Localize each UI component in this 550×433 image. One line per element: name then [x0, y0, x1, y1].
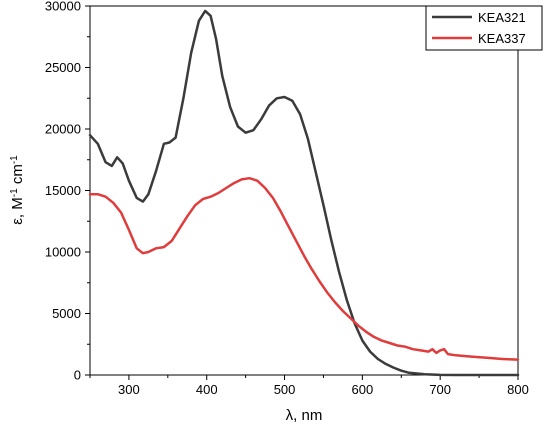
- legend-box: [425, 5, 543, 51]
- plot-frame: [89, 5, 519, 376]
- x-tick-label: 300: [118, 382, 140, 397]
- y-tick-label: 25000: [45, 60, 81, 75]
- y-axis-title-exp2: -1: [9, 155, 20, 164]
- y-axis-title-prefix: ε, M: [9, 197, 26, 225]
- x-tick-label: 600: [352, 382, 374, 397]
- series-layer: [88, 9, 520, 377]
- legend: KEA321 KEA337: [425, 5, 543, 51]
- x-tick-label: 400: [196, 382, 218, 397]
- x-tick-label: 800: [507, 382, 529, 397]
- y-tick-label: 0: [74, 368, 81, 383]
- legend-label-kea337: KEA337: [478, 31, 526, 46]
- y-tick-label: 30000: [45, 0, 81, 14]
- y-axis-title: ε, M-1 cm-1: [9, 155, 27, 225]
- series-line-kea321: [88, 9, 520, 377]
- y-axis: 0 5000 10000 15000 20000 25000 30000: [45, 0, 90, 383]
- x-tick-label: 500: [274, 382, 296, 397]
- y-tick-label: 10000: [45, 245, 81, 260]
- x-axis: 300 400 500 600 700 800: [89, 375, 529, 397]
- x-axis-title: λ, nm: [286, 407, 323, 424]
- series-line-kea337: [88, 176, 520, 361]
- y-tick-label: 20000: [45, 122, 81, 137]
- legend-label-kea321: KEA321: [478, 10, 526, 25]
- y-tick-label: 15000: [45, 183, 81, 198]
- y-tick-label: 5000: [52, 306, 81, 321]
- y-axis-title-mid: cm: [9, 164, 26, 188]
- x-tick-label: 700: [429, 382, 451, 397]
- y-axis-title-exp1: -1: [9, 188, 20, 197]
